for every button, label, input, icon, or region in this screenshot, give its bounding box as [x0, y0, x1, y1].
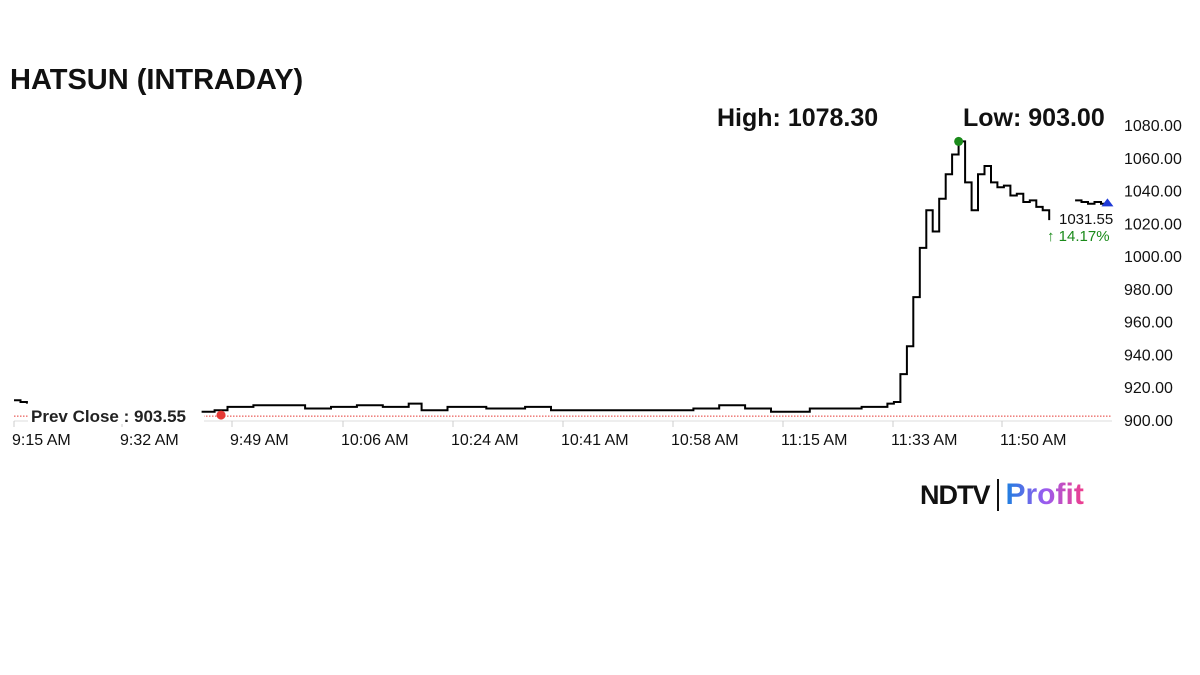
markers: [216, 136, 1114, 420]
intraday-chart: High: 1078.30 Low: 903.00 900.00 920.00 94…: [12, 104, 1182, 449]
price-line: [14, 140, 1109, 413]
x-axis: 9:15 AM 9:32 AM 9:49 AM 10:06 AM 10:24 AM 10:…: [12, 420, 1112, 449]
y-tick-label: 1020.00: [1124, 216, 1182, 233]
logo-profit: Profit: [1005, 478, 1084, 511]
x-tick-label: 10:58 AM: [671, 432, 739, 449]
x-tick-label: 10:41 AM: [561, 432, 629, 449]
y-tick-label: 980.00: [1124, 282, 1173, 299]
last-price-marker: [1101, 198, 1114, 207]
y-axis: 900.00 920.00 940.00 960.00 980.00 1000.00 102…: [1124, 118, 1182, 430]
high-marker: [954, 136, 964, 146]
x-tick-label: 10:06 AM: [341, 432, 409, 449]
x-tick-label: 9:32 AM: [120, 432, 179, 449]
logo-ndtv: NDTV: [920, 479, 990, 510]
prev-close-label-bg: [28, 404, 204, 424]
low-label: Low: 903.00: [963, 104, 1105, 132]
x-tick-label: 11:15 AM: [781, 432, 847, 449]
price-line-segment: [14, 399, 28, 404]
logo-divider: [996, 479, 999, 511]
x-tick-label: 11:50 AM: [1000, 432, 1066, 449]
prev-close-label: Prev Close : 903.55: [31, 407, 186, 426]
y-tick-label: 1040.00: [1124, 184, 1182, 201]
y-tick-label: 940.00: [1124, 347, 1173, 364]
low-marker: [216, 410, 226, 420]
last-price-label: 1031.55: [1059, 211, 1113, 228]
x-tick-label: 9:49 AM: [230, 432, 289, 449]
x-tick-label: 11:33 AM: [891, 432, 957, 449]
y-tick-label: 1000.00: [1124, 249, 1182, 266]
y-tick-label: 920.00: [1124, 380, 1173, 397]
price-line-segment: [201, 140, 1051, 413]
change-percent-label: ↑ 14.17%: [1047, 228, 1110, 245]
y-tick-label: 1080.00: [1124, 118, 1182, 135]
chart-title: HATSUN (INTRADAY): [10, 64, 304, 96]
ndtv-profit-logo: NDTV Profit: [920, 478, 1084, 512]
x-tick-label: 10:24 AM: [451, 432, 519, 449]
price-line-segment: [1075, 199, 1109, 205]
y-tick-label: 900.00: [1124, 413, 1173, 430]
x-tick-label: 9:15 AM: [12, 432, 71, 449]
y-tick-label: 1060.00: [1124, 151, 1182, 168]
y-tick-label: 960.00: [1124, 315, 1173, 332]
high-label: High: 1078.30: [717, 104, 878, 132]
